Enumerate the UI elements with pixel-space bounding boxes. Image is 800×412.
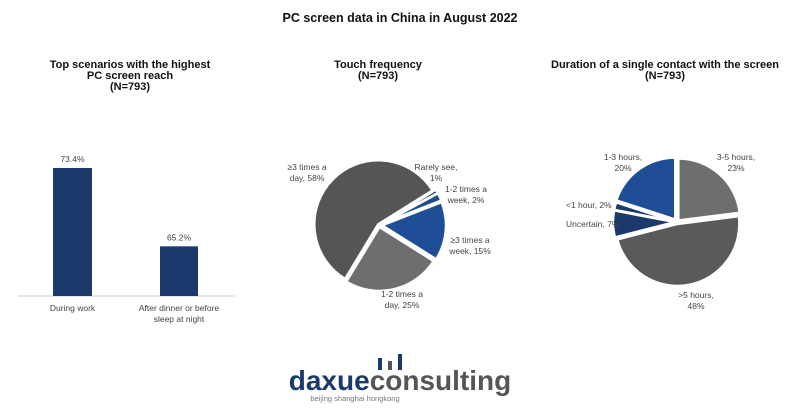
- logo-bar: [388, 361, 392, 370]
- slice-label-line: 1-2 times a: [445, 184, 487, 194]
- bar: [160, 246, 198, 296]
- chart-title-line: (N=793): [358, 70, 398, 82]
- slice-label: 1-2 times a week, 2%: [445, 184, 487, 205]
- slice-label-line: ≥3 times a: [287, 162, 326, 172]
- tick-label-line: During work: [50, 303, 96, 313]
- slice-label: Rarely see, 1%: [415, 162, 458, 183]
- chart-title-line: Top scenarios with the highest: [50, 59, 211, 71]
- pie-slice: [381, 191, 443, 225]
- pie-slice: [313, 159, 435, 281]
- logo-text-a: daxue: [289, 365, 370, 396]
- logo-bar: [398, 354, 402, 370]
- logo-text-b: consulting: [370, 365, 512, 396]
- slice-label: <1 hour, 2%: [566, 200, 612, 210]
- tick-label: During work: [50, 303, 96, 313]
- chart-title-line: (N=793): [110, 81, 150, 93]
- slice-label-line: 48%: [687, 301, 704, 311]
- chart-title-line: PC screen reach: [87, 70, 173, 82]
- tick-label: After dinner or before sleep at night: [139, 303, 220, 324]
- data-label-line: 65.2%: [167, 232, 192, 242]
- slice-label-line: Rarely see,: [415, 162, 458, 172]
- data-label: 65.2%: [167, 232, 192, 242]
- logo-tagline: beijing shanghai hongkong: [310, 394, 399, 403]
- slice-label: 1-2 times a day, 25%: [381, 289, 423, 310]
- tick-label-line: sleep at night: [154, 314, 205, 324]
- slice-label-line: ≥3 times a: [450, 235, 489, 245]
- slice-label-line: week, 2%: [447, 195, 485, 205]
- tick-label-line: After dinner or before: [139, 303, 220, 313]
- logo-bar: [378, 358, 382, 370]
- pie-slice: [677, 157, 742, 222]
- slice-label-line: 1-3 hours,: [604, 152, 642, 162]
- slice-label-line: <1 hour, 2%: [566, 200, 612, 210]
- data-label-line: 73.4%: [60, 154, 85, 164]
- slice-label-line: week, 15%: [448, 246, 491, 256]
- slice-label-line: 20%: [614, 163, 631, 173]
- slice-label-line: Uncertain, 7%: [566, 219, 620, 229]
- bar: [53, 168, 92, 296]
- chart-title: Top scenarios with the highest PC screen …: [50, 59, 211, 93]
- main-title: PC screen data in China in August 2022: [282, 11, 518, 25]
- pie-slice: [379, 200, 448, 262]
- pie-slice: [612, 200, 676, 223]
- slice-label-line: 23%: [727, 163, 744, 173]
- slice-label-line: >5 hours,: [678, 290, 714, 300]
- chart-title-line: Touch frequency: [334, 59, 423, 71]
- slice-label-line: 1%: [430, 173, 443, 183]
- slice-label: ≥3 times a week, 15%: [448, 235, 491, 256]
- chart-title: Touch frequency (N=793): [334, 59, 423, 82]
- chart-title: Duration of a single contact with the sc…: [551, 59, 779, 82]
- pie-slice: [344, 225, 436, 293]
- slice-label: Uncertain, 7%: [566, 219, 620, 229]
- slice-label-line: 1-2 times a: [381, 289, 423, 299]
- slice-label-line: 3-5 hours,: [717, 152, 755, 162]
- logo: daxueconsulting: [289, 365, 511, 396]
- slice-label: >5 hours, 48%: [678, 290, 714, 311]
- data-label: 73.4%: [60, 154, 85, 164]
- pie-slice: [614, 156, 677, 222]
- slice-label-line: day, 58%: [290, 173, 325, 183]
- slice-label: ≥3 times a day, 58%: [287, 162, 326, 183]
- pie-slice: [615, 214, 741, 288]
- chart-title-line: (N=793): [645, 70, 685, 82]
- slice-label: 3-5 hours, 23%: [717, 152, 755, 173]
- chart-title-line: Duration of a single contact with the sc…: [551, 59, 779, 71]
- slice-label: 1-3 hours, 20%: [604, 152, 642, 173]
- slice-label-line: day, 25%: [385, 300, 420, 310]
